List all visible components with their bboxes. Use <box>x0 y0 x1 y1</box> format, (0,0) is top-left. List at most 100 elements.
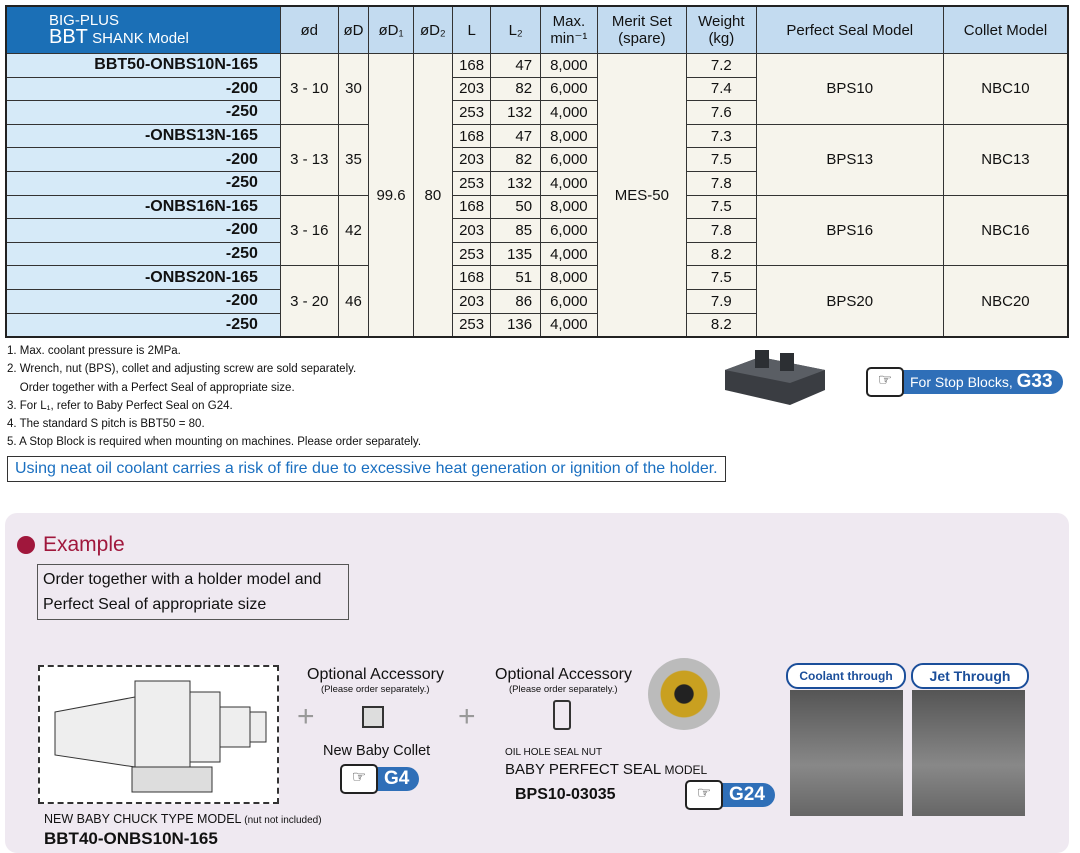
column-header: øD <box>337 5 370 54</box>
pointing-hand-icon: ☞ <box>340 764 378 794</box>
L-cell: 203 <box>452 288 492 314</box>
model-header: BIG-PLUS BBT SHANK Model <box>5 5 281 54</box>
d-cell: 3 - 10 <box>279 53 339 125</box>
weight-cell: 7.6 <box>686 100 757 125</box>
max-rpm-cell: 8,000 <box>540 265 598 290</box>
model-cell: -200 <box>5 147 281 172</box>
note: 4. The standard S pitch is BBT50 = 80. <box>7 418 205 431</box>
L2-cell: 50 <box>490 194 542 220</box>
collet-cell: NBC16 <box>942 194 1069 267</box>
plus-icon: + <box>297 700 315 733</box>
model-cell: -200 <box>5 76 281 102</box>
acc2-small: OIL HOLE SEAL NUT <box>505 747 603 758</box>
note: 5. A Stop Block is required when mountin… <box>7 436 422 449</box>
L-cell: 168 <box>452 123 492 149</box>
collet-icon <box>362 706 384 728</box>
seal-nut-icon <box>553 700 571 730</box>
acc1-title: Optional Accessory <box>307 666 444 683</box>
notes: 1. Max. coolant pressure is 2MPa. 2. Wre… <box>7 342 421 452</box>
column-header: Perfect Seal Model <box>755 5 944 54</box>
max-rpm-cell: 4,000 <box>540 241 598 267</box>
weight-cell: 7.8 <box>686 170 757 196</box>
example-instruction: Order together with a holder model and P… <box>37 564 349 620</box>
model-cell: -250 <box>5 312 281 338</box>
jet-through-tag: Jet Through <box>911 663 1029 689</box>
weight-cell: 7.4 <box>686 76 757 102</box>
L-cell: 203 <box>452 76 492 102</box>
coolant-through-photo <box>790 690 903 816</box>
table-row: BBT50-ONBS10N-165 3 - 10 30 99.6 80 168 47 8,00… <box>5 53 1069 338</box>
acc2-name: BABY PERFECT SEAL MODEL <box>505 761 708 778</box>
L2-cell: 51 <box>490 265 542 290</box>
max-rpm-cell: 4,000 <box>540 170 598 196</box>
note: 2. Wrench, nut (BPS), collet and adjusti… <box>7 363 357 376</box>
acc2-title: Optional Accessory <box>495 666 632 683</box>
weight-cell: 8.2 <box>686 241 757 267</box>
model-cell: -250 <box>5 241 281 267</box>
D1-cell: 99.6 <box>368 53 414 338</box>
seal-cell: BPS10 <box>755 53 944 125</box>
table-row: -200 203 82 6,000 7.5 <box>5 147 1068 172</box>
L-cell: 168 <box>452 194 492 220</box>
table-row: -ONBS16N-165 3 - 16 42 168 50 8,000 7.5 BPS16 NB… <box>5 194 1069 267</box>
L2-cell: 135 <box>490 241 542 267</box>
table-row: -200 203 82 6,000 7.4 <box>5 76 1068 102</box>
note: Order together with a Perfect Seal of ap… <box>7 381 295 394</box>
table-row: -ONBS13N-165 3 - 13 35 168 47 8,000 7.3 BPS13 NB… <box>5 123 1069 196</box>
collet-page-link[interactable]: ☞ G4 <box>340 764 420 794</box>
max-rpm-cell: 6,000 <box>540 218 598 243</box>
column-header: Collet Model <box>942 5 1069 54</box>
page-ref: G24 <box>729 784 765 805</box>
max-rpm-cell: 8,000 <box>540 194 598 220</box>
link-label: For Stop Blocks, <box>910 374 1017 390</box>
table-row: -ONBS20N-165 3 - 20 46 168 51 8,000 7.5 BPS20 NB… <box>5 265 1069 338</box>
L-cell: 253 <box>452 170 492 196</box>
max-rpm-cell: 6,000 <box>540 147 598 172</box>
spec-table: BIG-PLUS BBT SHANK Model ød øD øD₁ øD₂ L L₂ Max.… <box>5 5 1069 339</box>
model-cell: -200 <box>5 288 281 314</box>
column-header: Merit Set (spare) <box>596 5 688 54</box>
table-row: -200 203 85 6,000 7.8 <box>5 218 1068 243</box>
column-header: Weight (kg) <box>686 5 757 54</box>
seal-cell: BPS20 <box>755 265 944 338</box>
D-cell: 46 <box>337 265 370 338</box>
column-header: L₂ <box>490 5 542 54</box>
acc1-name: New Baby Collet <box>323 743 431 759</box>
model-cell: -250 <box>5 100 281 125</box>
holder-caption: NEW BABY CHUCK TYPE MODEL (nut not inclu… <box>44 812 322 826</box>
note: 1. Max. coolant pressure is 2MPa. <box>7 345 181 357</box>
weight-cell: 7.5 <box>686 147 757 172</box>
table-row: -250 253 135 4,000 8.2 <box>5 241 1068 267</box>
model-cell: -200 <box>5 218 281 243</box>
collet-cell: NBC20 <box>942 265 1069 338</box>
page-ref: G4 <box>384 768 410 789</box>
acc1-sub: (Please order separately.) <box>321 684 430 695</box>
page-ref: G33 <box>1016 371 1053 392</box>
example-heading: Example <box>17 533 125 557</box>
weight-cell: 7.3 <box>686 123 757 149</box>
L2-cell: 47 <box>490 53 542 78</box>
max-rpm-cell: 6,000 <box>540 76 598 102</box>
acc2-sub: (Please order separately.) <box>509 684 618 695</box>
table-row: -250 253 132 4,000 7.8 <box>5 170 1068 196</box>
holder-drawing <box>38 665 279 804</box>
L-cell: 253 <box>452 241 492 267</box>
stop-block-image <box>725 350 825 405</box>
max-rpm-cell: 4,000 <box>540 100 598 125</box>
seal-page-link[interactable]: ☞ G24 <box>685 780 775 810</box>
pointing-hand-icon: ☞ <box>685 780 723 810</box>
weight-cell: 7.5 <box>686 194 757 220</box>
L2-cell: 136 <box>490 312 542 338</box>
L2-cell: 47 <box>490 123 542 149</box>
collet-cell: NBC13 <box>942 123 1069 196</box>
column-header: L <box>452 5 492 54</box>
weight-cell: 7.8 <box>686 218 757 243</box>
model-cell: -ONBS20N-165 <box>5 265 281 290</box>
note: 3. For L₁, refer to Baby Perfect Seal on… <box>7 399 233 412</box>
L-cell: 253 <box>452 312 492 338</box>
seal-nut-photo <box>648 658 720 730</box>
d-cell: 3 - 20 <box>279 265 339 338</box>
stop-blocks-link[interactable]: ☞ For Stop Blocks, G33 <box>866 367 1063 397</box>
L-cell: 203 <box>452 147 492 172</box>
L2-cell: 85 <box>490 218 542 243</box>
